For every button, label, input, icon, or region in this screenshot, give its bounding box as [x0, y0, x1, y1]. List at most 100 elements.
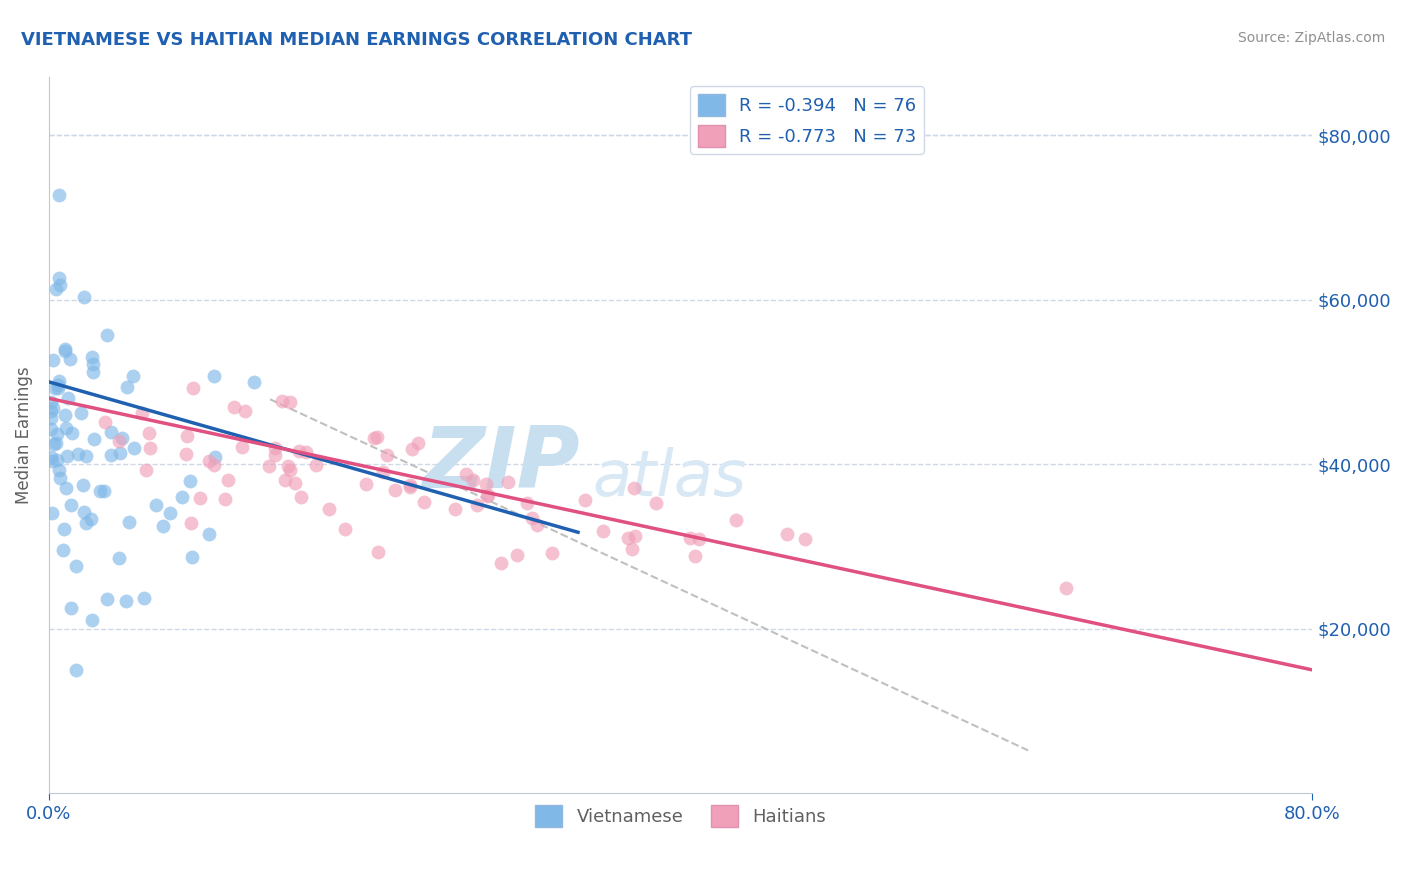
Point — [96, 592, 118, 607]
Point — [39, 404, 62, 418]
Point — [278, 395, 301, 409]
Point — [117, 380, 139, 394]
Point — [204, 450, 226, 464]
Point — [305, 458, 328, 473]
Point — [384, 483, 406, 497]
Point — [53, 342, 76, 356]
Point — [366, 430, 388, 444]
Point — [152, 518, 174, 533]
Point — [354, 477, 377, 491]
Point — [645, 496, 668, 510]
Point — [65, 558, 87, 573]
Text: Source: ZipAtlas.com: Source: ZipAtlas.com — [1237, 31, 1385, 45]
Point — [333, 523, 356, 537]
Text: VIETNAMESE VS HAITIAN MEDIAN EARNINGS CORRELATION CHART: VIETNAMESE VS HAITIAN MEDIAN EARNINGS CO… — [21, 31, 692, 49]
Point — [174, 447, 197, 461]
Point — [80, 512, 103, 526]
Point — [118, 515, 141, 529]
Legend: Vietnamese, Haitians: Vietnamese, Haitians — [529, 798, 834, 834]
Point — [197, 454, 219, 468]
Point — [108, 551, 131, 566]
Point — [363, 431, 385, 445]
Point — [56, 391, 79, 405]
Point — [679, 531, 702, 545]
Point — [475, 489, 498, 503]
Point — [284, 475, 307, 490]
Point — [131, 406, 153, 420]
Point — [214, 491, 236, 506]
Point — [318, 501, 340, 516]
Point — [574, 493, 596, 508]
Point — [48, 463, 70, 477]
Point — [489, 556, 512, 570]
Point — [264, 448, 287, 462]
Point — [122, 441, 145, 455]
Point — [108, 434, 131, 448]
Point — [52, 522, 75, 536]
Point — [188, 491, 211, 506]
Point — [39, 450, 62, 465]
Point — [89, 483, 111, 498]
Point — [52, 543, 75, 558]
Point — [776, 526, 799, 541]
Point — [243, 375, 266, 389]
Point — [134, 591, 156, 605]
Point — [399, 480, 422, 494]
Point — [406, 436, 429, 450]
Point — [39, 422, 62, 436]
Point — [82, 366, 104, 380]
Point — [278, 463, 301, 477]
Point — [683, 549, 706, 564]
Point — [73, 290, 96, 304]
Point — [277, 459, 299, 474]
Point — [401, 442, 423, 456]
Point — [75, 449, 97, 463]
Point — [41, 506, 63, 520]
Point — [274, 473, 297, 487]
Point — [108, 446, 131, 460]
Point — [82, 357, 104, 371]
Point — [93, 483, 115, 498]
Point — [46, 426, 69, 441]
Point — [48, 188, 70, 202]
Point — [477, 488, 499, 502]
Point — [724, 513, 747, 527]
Point — [46, 380, 69, 394]
Point — [55, 481, 77, 495]
Point — [197, 527, 219, 541]
Point — [39, 395, 62, 409]
Point — [49, 471, 72, 485]
Point — [55, 449, 77, 463]
Point — [42, 401, 65, 416]
Point — [271, 393, 294, 408]
Point — [541, 546, 564, 560]
Point — [233, 403, 256, 417]
Point — [121, 368, 143, 383]
Point — [465, 499, 488, 513]
Point — [180, 549, 202, 564]
Point — [75, 516, 97, 531]
Point — [367, 545, 389, 559]
Point — [616, 531, 638, 545]
Point — [688, 533, 710, 547]
Point — [114, 594, 136, 608]
Point — [100, 448, 122, 462]
Text: ZIP: ZIP — [422, 423, 579, 506]
Point — [217, 473, 239, 487]
Point — [73, 505, 96, 519]
Point — [53, 409, 76, 423]
Y-axis label: Median Earnings: Median Earnings — [15, 367, 32, 504]
Point — [412, 495, 434, 509]
Point — [96, 328, 118, 343]
Point — [526, 518, 548, 533]
Point — [180, 516, 202, 531]
Point — [176, 429, 198, 443]
Point — [454, 467, 477, 481]
Point — [45, 282, 67, 296]
Point — [48, 277, 70, 292]
Point — [399, 478, 422, 492]
Point — [624, 529, 647, 543]
Point — [53, 344, 76, 359]
Point — [39, 410, 62, 425]
Point — [222, 400, 245, 414]
